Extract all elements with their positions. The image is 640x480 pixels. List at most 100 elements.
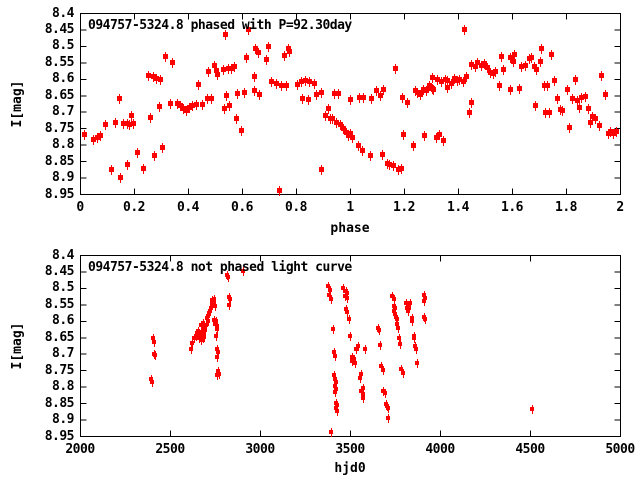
data-point: [542, 81, 547, 91]
data-point: [252, 72, 257, 82]
x-tick-label: 0.2: [123, 200, 145, 215]
data-point: [203, 326, 207, 335]
data-point: [215, 70, 220, 80]
y-tick-label: 8.4: [52, 247, 74, 263]
x-tick-label: 0.4: [177, 200, 199, 215]
data-point: [279, 81, 284, 91]
data-point: [214, 66, 219, 76]
data-point: [590, 112, 595, 122]
data-point: [190, 339, 194, 348]
data-point: [348, 129, 353, 139]
data-point: [194, 332, 198, 341]
data-point: [359, 387, 363, 396]
data-point: [350, 133, 355, 143]
data-point: [327, 291, 331, 300]
y-tick-label: 8.4: [52, 5, 74, 21]
data-point: [586, 104, 591, 114]
data-point: [269, 77, 274, 87]
data-point: [158, 75, 163, 85]
data-point: [441, 136, 446, 146]
data-point: [184, 106, 189, 116]
data-point: [329, 295, 333, 304]
data-point: [113, 118, 118, 128]
data-point: [232, 62, 237, 72]
y-tick-label: 8.85: [44, 153, 75, 169]
data-point: [170, 58, 175, 68]
data-point: [555, 94, 560, 104]
data-point: [519, 62, 524, 72]
x-tick-label: 2000: [65, 442, 95, 457]
data-point: [530, 405, 534, 414]
data-point: [511, 57, 516, 67]
x-tick-label: 1.2: [393, 200, 415, 215]
data-point: [206, 67, 211, 77]
data-point: [414, 345, 418, 354]
data-point: [303, 76, 308, 86]
data-point: [150, 378, 154, 387]
data-point: [547, 108, 552, 118]
x-tick-label: 0: [76, 200, 84, 215]
data-point: [314, 90, 319, 100]
data-point: [332, 89, 337, 99]
data-point: [427, 81, 432, 91]
data-point: [361, 93, 366, 103]
data-point: [423, 294, 427, 303]
data-point: [354, 345, 358, 354]
data-point: [82, 130, 87, 140]
data-point: [332, 371, 336, 380]
data-point: [614, 127, 619, 137]
data-point: [235, 89, 240, 99]
data-point: [406, 307, 410, 316]
data-point: [352, 355, 356, 364]
data-point: [397, 334, 401, 343]
data-point: [125, 160, 130, 170]
y-tick-label: 8.55: [44, 296, 75, 312]
data-point: [508, 53, 513, 63]
data-point: [341, 124, 346, 134]
y-tick-label: 8.65: [44, 329, 75, 345]
data-point: [118, 173, 123, 183]
data-point: [330, 114, 335, 124]
data-point: [359, 370, 363, 379]
data-point: [216, 348, 220, 357]
data-point: [168, 99, 173, 109]
data-point: [424, 86, 429, 96]
data-point: [360, 146, 365, 156]
data-point: [517, 84, 522, 94]
data-point: [430, 73, 435, 83]
data-point: [437, 130, 442, 140]
data-point: [209, 94, 214, 104]
data-point: [395, 320, 399, 329]
data-point: [312, 79, 317, 89]
data-point: [508, 85, 513, 95]
data-point: [257, 90, 262, 100]
data-point: [588, 118, 593, 128]
data-point: [381, 366, 385, 375]
data-point: [418, 90, 423, 100]
data-point: [215, 322, 219, 331]
x-tick-label: 1.4: [447, 200, 469, 215]
data-point: [445, 83, 450, 93]
data-point: [333, 352, 337, 361]
data-point: [405, 98, 410, 108]
data-point: [391, 161, 396, 171]
y-tick-label: 8.55: [44, 54, 75, 70]
data-point: [415, 359, 419, 368]
data-point: [239, 126, 244, 136]
x-tick-label: 1.6: [501, 200, 523, 215]
data-point: [603, 90, 608, 100]
data-point: [222, 104, 227, 114]
data-point: [205, 94, 210, 104]
data-point: [284, 81, 289, 91]
data-point: [608, 127, 613, 137]
y-tick-label: 8.75: [44, 120, 75, 136]
data-point: [469, 98, 474, 108]
data-point: [234, 114, 239, 124]
data-point: [377, 326, 381, 335]
data-point: [380, 150, 385, 160]
data-point: [333, 388, 337, 397]
data-point: [131, 119, 136, 129]
data-point: [175, 99, 180, 109]
data-point: [326, 104, 331, 114]
